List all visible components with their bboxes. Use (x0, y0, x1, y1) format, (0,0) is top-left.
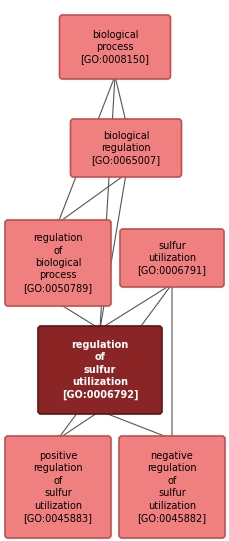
Text: biological
regulation
[GO:0065007]: biological regulation [GO:0065007] (91, 130, 160, 166)
FancyBboxPatch shape (38, 326, 161, 414)
FancyBboxPatch shape (5, 436, 111, 538)
FancyBboxPatch shape (118, 436, 224, 538)
Text: positive
regulation
of
sulfur
utilization
[GO:0045883]: positive regulation of sulfur utilizatio… (23, 451, 92, 523)
Text: sulfur
utilization
[GO:0006791]: sulfur utilization [GO:0006791] (137, 241, 206, 275)
Text: biological
process
[GO:0008150]: biological process [GO:0008150] (80, 30, 149, 64)
FancyBboxPatch shape (59, 15, 170, 79)
FancyBboxPatch shape (5, 220, 111, 306)
Text: negative
regulation
of
sulfur
utilization
[GO:0045882]: negative regulation of sulfur utilizatio… (137, 451, 206, 523)
FancyBboxPatch shape (120, 229, 223, 287)
FancyBboxPatch shape (70, 119, 181, 177)
Text: regulation
of
biological
process
[GO:0050789]: regulation of biological process [GO:005… (23, 233, 92, 293)
Text: regulation
of
sulfur
utilization
[GO:0006792]: regulation of sulfur utilization [GO:000… (61, 340, 138, 400)
